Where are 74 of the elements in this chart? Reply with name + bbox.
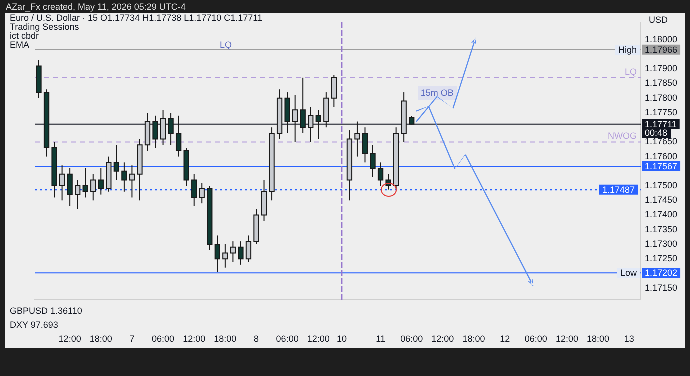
- x-tick-label: 8: [254, 334, 260, 344]
- text: AZar_Fx created, May 11, 2026 05:29 UTC-4: [6, 2, 186, 12]
- candlestick: [114, 144, 120, 181]
- y-tick-label: 1.17400: [645, 210, 678, 220]
- y-tick-label: 1.17300: [645, 238, 678, 249]
- candlestick: [59, 165, 66, 202]
- ref-line-label: NWOG: [608, 131, 637, 142]
- x-tick-label: 18:00: [90, 334, 112, 344]
- annotation: LQ: [220, 40, 232, 50]
- candlestick: [199, 182, 205, 204]
- text: DXY 97.693: [10, 320, 58, 330]
- annotation: ict cbdr: [10, 31, 40, 41]
- candlestick: [246, 235, 252, 263]
- candlestick: [362, 127, 368, 164]
- candlestick: [222, 244, 228, 268]
- y-tick-label: 1.17750: [645, 107, 678, 118]
- text: EMA: [10, 40, 30, 50]
- y-tick-label: 1.17900: [645, 64, 678, 74]
- text: GBPUSD 1.36110: [10, 306, 82, 316]
- y-tick-label: 1.18000: [645, 34, 678, 44]
- candlestick: [82, 168, 88, 198]
- y-tick-label: 1.17600: [645, 151, 678, 162]
- ref-line-label: LQ: [624, 66, 637, 77]
- x-tick-label: 12:00: [58, 334, 82, 344]
- x-tick-label: 12:00: [556, 334, 578, 344]
- candlestick: [238, 241, 244, 266]
- x-tick-label: 11: [376, 334, 386, 344]
- x-tick-label: 10: [336, 334, 347, 344]
- x-tick-label: 06:00: [152, 334, 175, 344]
- candlestick: [122, 162, 128, 192]
- x-tick-label: 12: [500, 334, 510, 344]
- y-tick-label: 1.17650: [645, 136, 678, 147]
- candlestick: [230, 241, 236, 263]
- ref-line-label: 1.17711: [645, 119, 677, 130]
- y-tick-label: 1.17800: [645, 92, 678, 103]
- text: USD: [649, 15, 668, 25]
- candlestick: [261, 180, 268, 222]
- x-tick-label: 18:00: [214, 334, 237, 344]
- x-tick-label: 06:00: [400, 334, 424, 344]
- chart-title: Euro / U.S. Dollar · 15 O1.17734 H1.17738 L1.17710 C1.17711: [10, 13, 263, 23]
- candlestick: [67, 168, 73, 207]
- x-tick-label: 7: [130, 334, 135, 344]
- annotation: Low: [620, 268, 637, 278]
- ref-line-label: 1.17487: [602, 184, 636, 195]
- x-tick-label: 18:00: [462, 334, 486, 344]
- candlestick: [90, 174, 96, 202]
- x-tick-label: 12:00: [307, 334, 330, 344]
- y-tick-label: 1.17450: [645, 195, 678, 206]
- candlestick: [192, 174, 198, 207]
- ref-line-label: 1.17202: [645, 268, 678, 278]
- x-tick-label: 06:00: [276, 334, 299, 344]
- annotation: Trading Sessions: [10, 22, 80, 32]
- y-tick-label: 1.17850: [645, 78, 678, 88]
- x-tick-label: 13: [624, 334, 634, 344]
- candlestick: [331, 74, 338, 108]
- text: 00:48: [645, 128, 668, 138]
- candlestick: [370, 144, 376, 178]
- x-tick-label: 06:00: [524, 334, 548, 344]
- candlestick: [98, 168, 104, 196]
- y-tick-label: 1.17250: [645, 254, 678, 264]
- candlestick: [378, 162, 384, 187]
- x-tick-label: 12:00: [432, 334, 454, 344]
- y-tick-label: 1.17150: [645, 282, 678, 293]
- candlestick: [129, 165, 136, 198]
- annotation: High: [618, 44, 637, 55]
- candlestick: [214, 235, 220, 273]
- ref-line-label: 1.17567: [645, 161, 678, 172]
- x-tick-label: 18:00: [587, 334, 610, 344]
- y-tick-label: 1.17350: [645, 224, 678, 234]
- annotation: 15m OB: [420, 88, 454, 98]
- candlestick: [75, 180, 81, 210]
- x-tick-label: 12:00: [183, 334, 206, 344]
- ref-line-label: 1.17966: [645, 44, 678, 55]
- y-tick-label: 1.17500: [645, 180, 678, 191]
